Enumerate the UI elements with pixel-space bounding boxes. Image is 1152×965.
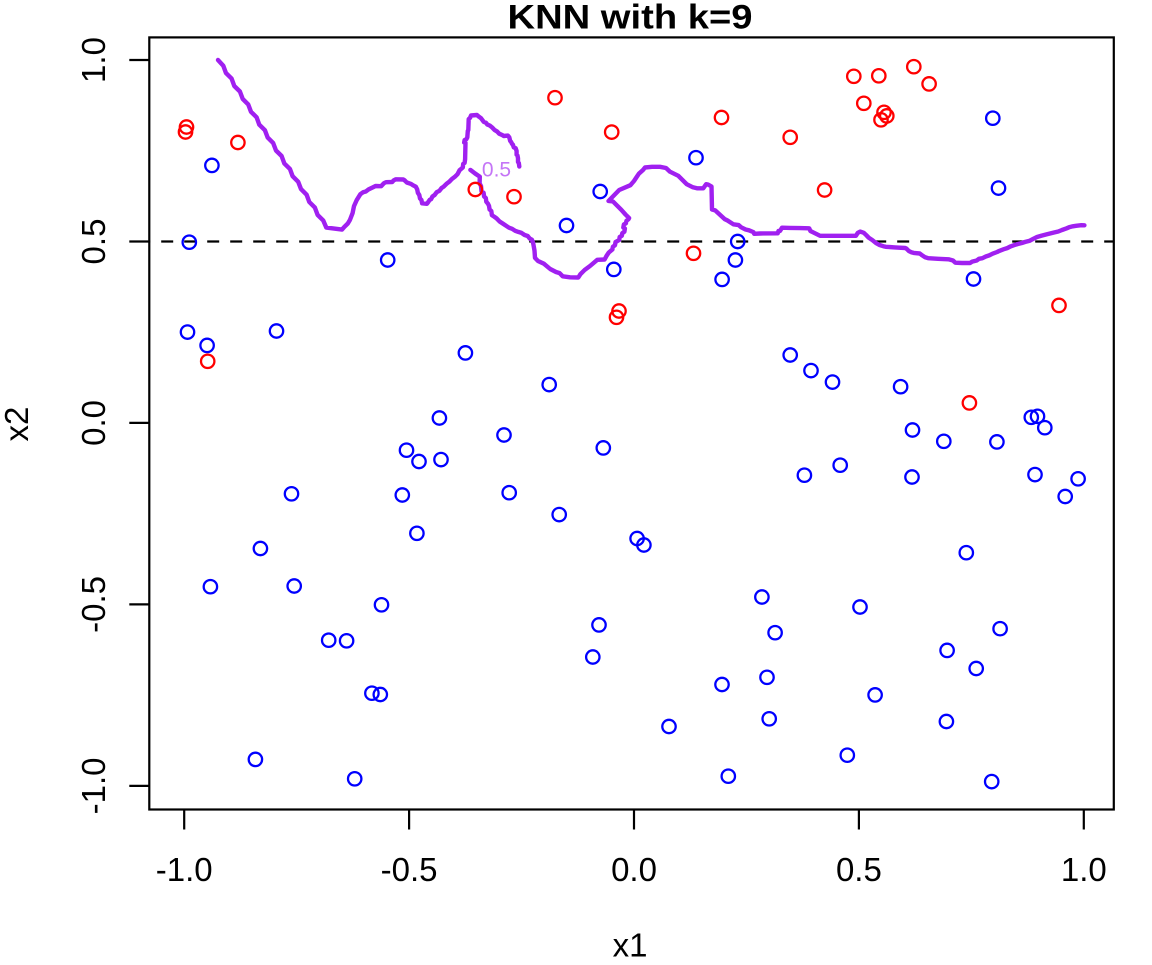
svg-text:-1.0: -1.0: [156, 851, 213, 888]
svg-text:0.5: 0.5: [836, 851, 882, 888]
svg-text:-0.5: -0.5: [75, 576, 112, 633]
svg-text:0.0: 0.0: [75, 400, 112, 446]
svg-text:-1.0: -1.0: [75, 757, 112, 814]
svg-text:x1: x1: [613, 927, 648, 961]
svg-text:1.0: 1.0: [75, 37, 112, 83]
svg-text:x2: x2: [0, 407, 35, 442]
svg-text:0.0: 0.0: [611, 851, 657, 888]
svg-text:0.5: 0.5: [482, 158, 511, 181]
svg-text:-0.5: -0.5: [381, 851, 438, 888]
svg-text:1.0: 1.0: [1061, 851, 1107, 888]
svg-text:KNN with k=9: KNN with k=9: [508, 0, 753, 37]
svg-text:0.5: 0.5: [75, 219, 112, 265]
